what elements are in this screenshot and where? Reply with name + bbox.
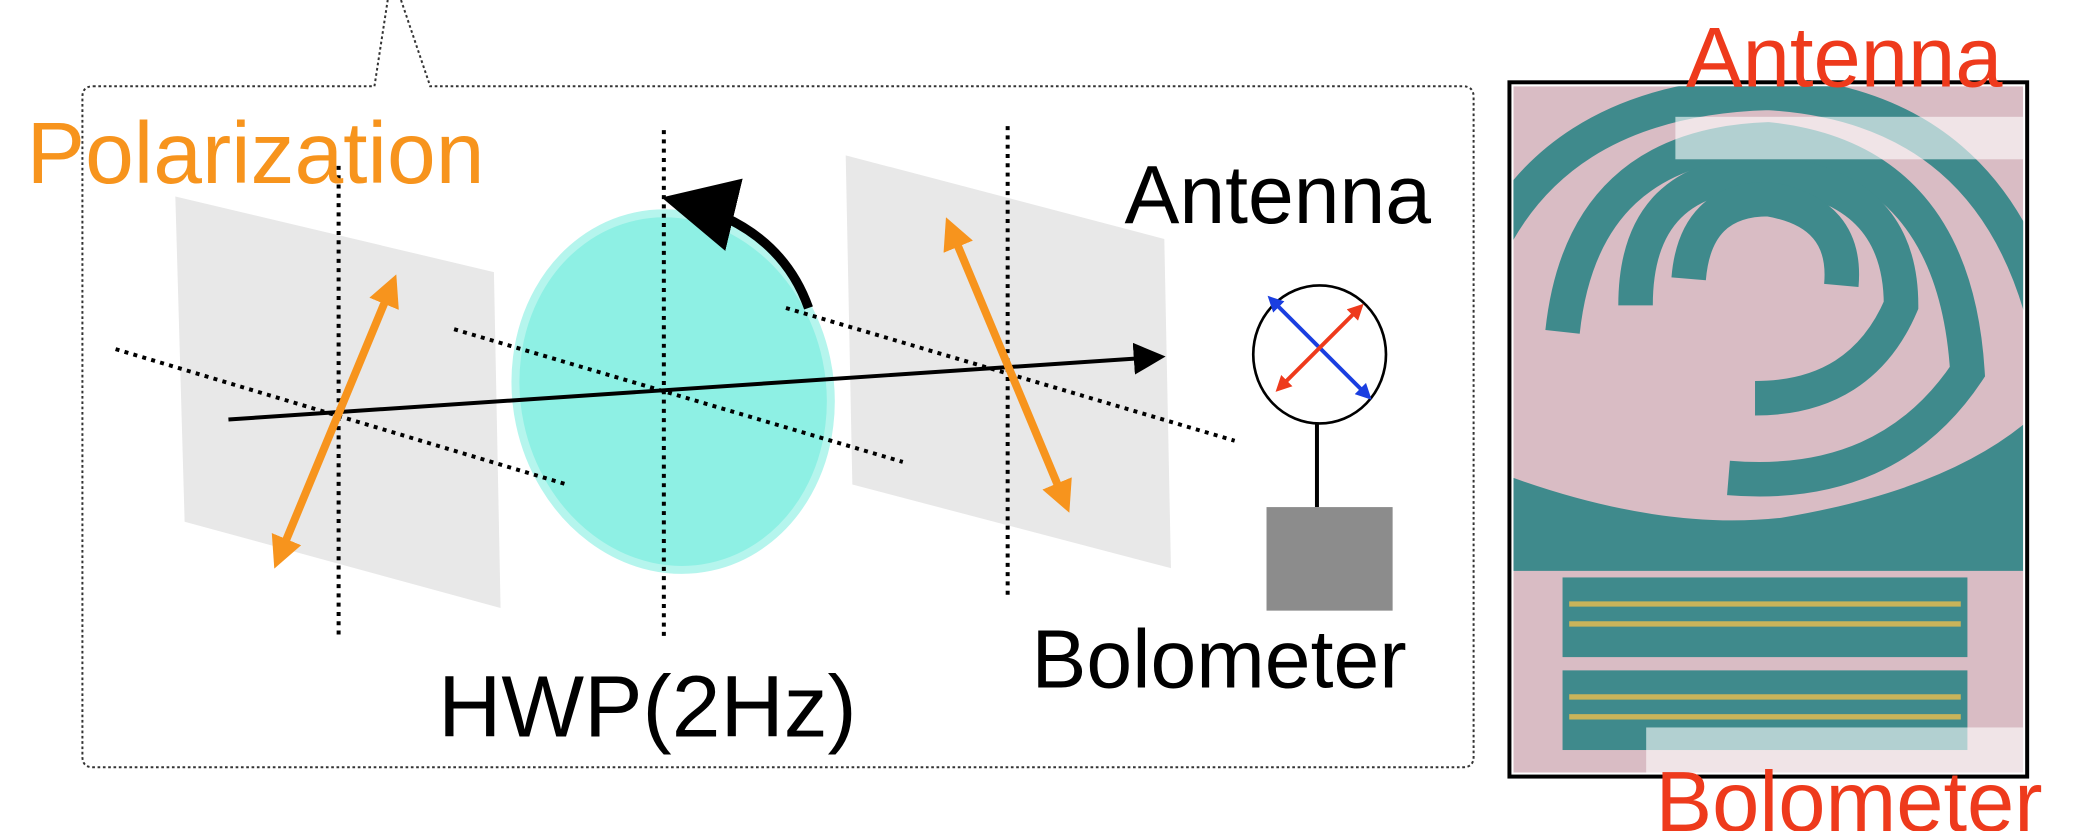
detector-photo: [1476, 86, 2047, 772]
photo-antenna-label: Antenna: [1686, 10, 2003, 105]
hwp-label: HWP(2Hz): [438, 658, 857, 756]
photo-bolometer-label: Bolometer: [1655, 755, 2042, 831]
bolometer-label: Bolometer: [1032, 614, 1407, 706]
bolometer-block: [1267, 507, 1393, 611]
antenna-label: Antenna: [1124, 149, 1431, 241]
figure: Polarization Antenna HWP(2Hz) Bolometer …: [0, 0, 2087, 831]
antenna-symbol: [1253, 285, 1386, 423]
polarization-label: Polarization: [27, 104, 485, 202]
